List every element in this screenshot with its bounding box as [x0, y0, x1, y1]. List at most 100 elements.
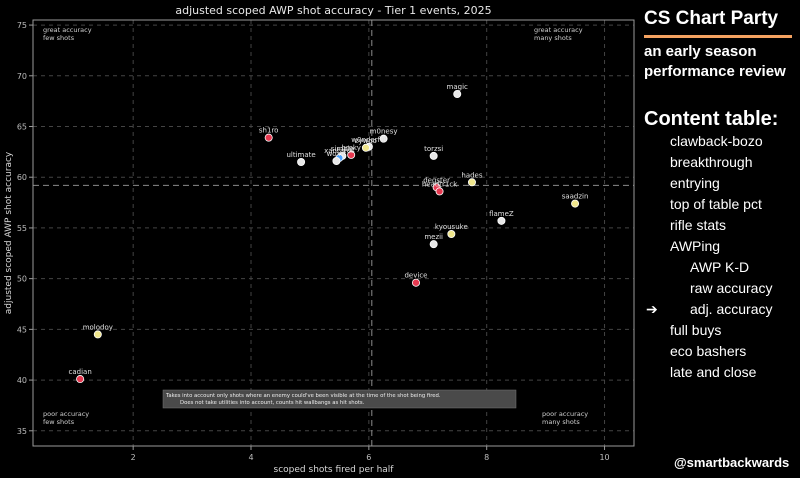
toc-item-label: AWP K-D — [690, 259, 750, 275]
point-label: mezii — [424, 233, 443, 241]
data-point — [379, 134, 388, 143]
point-label: degster — [423, 176, 450, 184]
point-label: kyousuke — [435, 223, 468, 231]
quadrant-top-right-line: great accuracy — [534, 26, 583, 34]
point-label: device — [404, 272, 427, 280]
data-point — [453, 90, 462, 99]
toc-item[interactable]: top of table pct — [644, 196, 800, 217]
toc-item[interactable]: breakthrough — [644, 154, 800, 175]
y-tick-label: 60 — [17, 173, 27, 182]
scatter-chart: 2 4 6 8 10 35 40 45 50 55 60 65 70 75 adjusted scoped … — [4, 4, 635, 475]
point-label: molodoy — [83, 323, 113, 331]
toc-item[interactable]: clawback-bozo — [644, 133, 800, 154]
data-point — [497, 216, 506, 225]
subtitle-line-1: an early season — [644, 43, 757, 60]
point-label: torzsi — [424, 145, 443, 153]
toc-item-label: raw accuracy — [690, 280, 773, 296]
data-point — [467, 178, 476, 187]
toc-item-label: adj. accuracy — [690, 301, 773, 317]
data-point — [264, 133, 273, 142]
current-arrow-icon: ➔ — [646, 301, 658, 317]
y-axis-label: adjusted scoped AWP shot accuracy — [4, 151, 14, 314]
chart-svg: 2 4 6 8 10 35 40 45 50 55 60 65 70 75 adjusted scoped … — [4, 4, 635, 475]
point-label: xantares — [324, 147, 355, 155]
point-label: broky — [341, 144, 360, 152]
y-tick-label: 50 — [17, 275, 27, 284]
y-tick-label: 70 — [17, 72, 27, 81]
toc-item-label: top of table pct — [670, 196, 762, 212]
point-label: saadzin — [562, 193, 589, 201]
quadrant-bottom-left-line: few shots — [43, 418, 75, 426]
point-label: w0nderful — [351, 136, 386, 144]
plot-frame — [32, 19, 635, 447]
y-tick-label: 55 — [17, 224, 27, 233]
quadrant-bottom-right-line: many shots — [542, 418, 580, 426]
data-point — [361, 143, 370, 152]
point-label: flameZ — [489, 210, 514, 218]
point-label: m0nesy — [370, 128, 398, 136]
point-label: woxic — [327, 150, 347, 158]
x-tick-label: 4 — [248, 453, 253, 462]
y-tick-label: 35 — [17, 427, 27, 436]
data-point — [297, 157, 306, 166]
sidebar: CS Chart Party an early season performan… — [644, 0, 800, 478]
toc-item[interactable]: ➔ adj. accuracy — [644, 301, 800, 322]
point-label: headtr1ck — [422, 180, 458, 188]
y-tick-label: 65 — [17, 123, 27, 132]
chart-title: adjusted scoped AWP shot accuracy - Tier… — [175, 4, 491, 17]
x-tick-label: 8 — [484, 453, 489, 462]
quadrant-top-right-line: many shots — [534, 34, 572, 42]
toc-item[interactable]: rifle stats — [644, 217, 800, 238]
quadrant-bottom-left-line: poor accuracy — [43, 410, 89, 418]
toc-item-label: AWPing — [670, 238, 721, 254]
data-point — [429, 151, 438, 160]
sidebar-title: CS Chart Party — [644, 8, 779, 29]
x-tick-label: 10 — [599, 453, 609, 462]
toc-item[interactable]: late and close — [644, 364, 800, 385]
title-underline — [644, 35, 792, 38]
point-label: hades — [461, 171, 482, 179]
toc-item-label: entrying — [670, 175, 720, 191]
toc-item-label: rifle stats — [670, 217, 727, 233]
x-tick-label: 6 — [366, 453, 371, 462]
point-label: zywoo — [355, 137, 377, 145]
quadrant-bottom-right-line: poor accuracy — [542, 410, 588, 418]
data-point — [447, 230, 456, 239]
subtitle-line-2: performance review — [644, 63, 786, 80]
y-tick-label: 40 — [17, 376, 27, 385]
data-point — [435, 187, 444, 196]
toc-item-label: breakthrough — [670, 154, 753, 170]
toc-item-label: full buys — [670, 322, 722, 338]
note-box — [162, 389, 517, 409]
data-point — [411, 278, 420, 287]
toc-item[interactable]: AWP K-D — [644, 259, 800, 280]
data-point — [347, 150, 356, 159]
x-axis-label: scoped shots fired per half — [274, 465, 395, 475]
note-line: Takes into account only shots where an e… — [165, 393, 441, 399]
point-label: sh1ro — [259, 127, 279, 135]
author-handle: @smartbackwards — [674, 455, 790, 470]
point-label: magic — [447, 83, 468, 91]
toc-item[interactable]: eco bashers — [644, 343, 800, 364]
toc-item[interactable]: raw accuracy — [644, 280, 800, 301]
toc-item[interactable]: entrying — [644, 175, 800, 196]
toc-item-label: clawback-bozo — [670, 133, 763, 149]
y-tick-label: 45 — [17, 325, 27, 334]
toc-item[interactable]: full buys — [644, 322, 800, 343]
sidebar-subtitle: an early season performance review — [644, 42, 786, 82]
data-point — [429, 240, 438, 249]
quadrant-top-left-line: great accuracy — [43, 26, 92, 34]
point-label: ultimate — [286, 151, 315, 159]
data-point — [571, 199, 580, 208]
toc-item[interactable]: AWPing — [644, 238, 800, 259]
point-label: cadian — [69, 368, 92, 376]
y-tick-label: 75 — [17, 21, 27, 30]
data-point — [332, 156, 341, 165]
data-point — [76, 375, 85, 384]
quadrant-top-left-line: few shots — [43, 34, 75, 42]
toc-item-label: late and close — [670, 364, 757, 380]
point-label: simple — [331, 145, 354, 153]
x-tick-label: 2 — [131, 453, 136, 462]
toc-heading: Content table: — [644, 108, 779, 130]
data-point — [93, 330, 102, 339]
